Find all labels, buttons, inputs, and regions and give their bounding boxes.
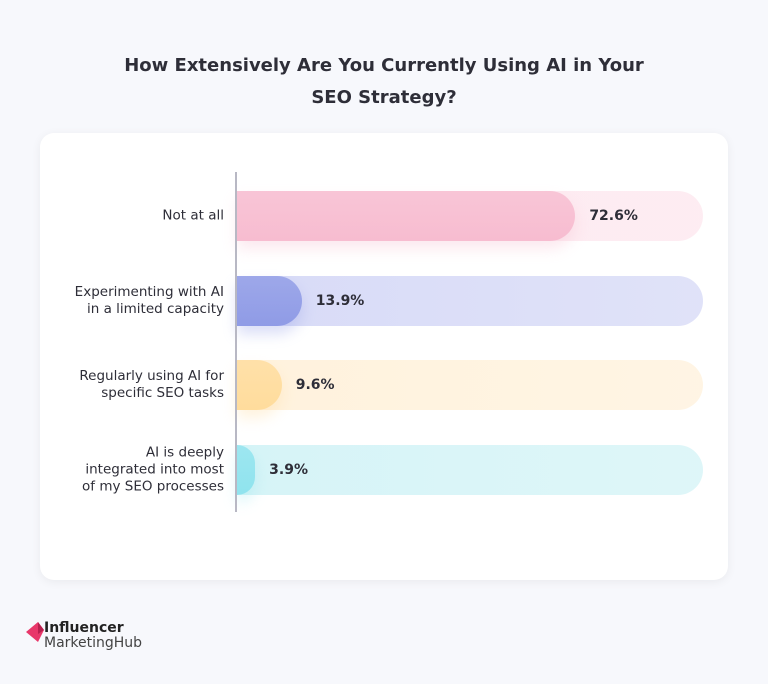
bar-track: 13.9%	[237, 276, 703, 326]
category-label: Not at all	[24, 208, 224, 225]
chart-title: How Extensively Are You Currently Using …	[0, 50, 768, 114]
logo-text-marketinghub: MarketingHub	[44, 635, 143, 651]
category-label-line: in a limited capacity	[86, 301, 224, 317]
y-axis-line	[235, 172, 237, 512]
data-label: 13.9%	[315, 293, 365, 309]
category-label-line: Experimenting with AI	[74, 284, 224, 300]
category-label-line: integrated into most	[85, 461, 224, 478]
category-label-line: AI is deeply	[145, 444, 224, 461]
category-label-line: Regularly using AI for	[79, 368, 224, 384]
data-label: 9.6%	[295, 377, 335, 393]
category-label: Regularly using AI for specific SEO tasks	[24, 368, 224, 402]
bar	[237, 360, 282, 410]
data-label: 72.6%	[589, 208, 638, 224]
category-label-line: of my SEO processes	[82, 478, 224, 495]
brand-logo: Influencer MarketingHub	[26, 620, 142, 651]
logo-icon	[26, 622, 44, 642]
bar-track: 9.6%	[237, 360, 703, 410]
category-label-line: Not at all	[162, 207, 224, 224]
category-label: Experimenting with AI in a limited capaci…	[24, 284, 224, 318]
bar-track: 72.6%	[237, 191, 703, 241]
bar	[237, 191, 576, 241]
title-line: How Extensively Are You Currently Using …	[124, 55, 644, 76]
title-line: SEO Strategy?	[311, 87, 457, 108]
logo-text-influencer: Influencer	[44, 620, 124, 636]
category-label-line: specific SEO tasks	[101, 385, 224, 401]
bar-track: 3.9%	[237, 445, 703, 495]
bar	[237, 276, 302, 326]
bar	[237, 445, 256, 495]
category-label: AI is deeply integrated into most of my SE…	[24, 445, 224, 496]
data-label: 3.9%	[269, 462, 308, 478]
